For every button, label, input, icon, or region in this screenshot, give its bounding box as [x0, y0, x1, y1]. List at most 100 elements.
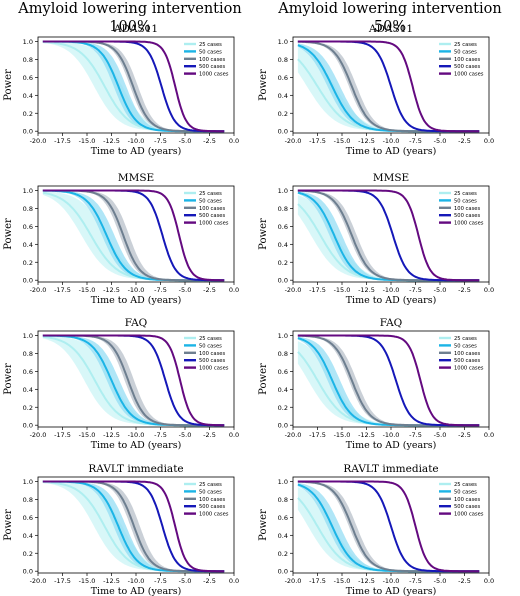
y-tick-label: 0.4: [23, 532, 33, 540]
x-tick-label: -12.5: [103, 137, 120, 145]
y-tick-label: 0.6: [278, 368, 288, 376]
y-tick-label: 0.4: [23, 241, 33, 249]
x-tick-label: -20.0: [285, 286, 302, 294]
x-tick-label: -5.0: [179, 137, 192, 145]
y-tick-label: 0.2: [23, 110, 33, 118]
x-tick-label: -15.0: [334, 137, 351, 145]
x-tick-label: -2.5: [203, 137, 216, 145]
chart-panel: 0.0 0.2 0.4 0.6 0.8 1.0 -20.0 -17.5 -15.0 -12.5 -1…: [3, 463, 239, 596]
legend-label: 50 cases: [454, 49, 477, 55]
y-tick-label: 1.0: [278, 38, 288, 46]
x-tick-label: -10.0: [383, 286, 400, 294]
legend-label: 500 cases: [454, 358, 480, 364]
x-tick-label: -12.5: [103, 286, 120, 294]
legend-label: 100 cases: [454, 351, 480, 357]
y-axis-label: Power: [258, 218, 269, 250]
y-tick-label: 0.6: [278, 74, 288, 82]
x-tick-label: -12.5: [358, 431, 375, 439]
legend-label: 1000 cases: [199, 72, 229, 78]
legend-label: 500 cases: [199, 504, 225, 510]
legend-label: 50 cases: [199, 489, 222, 495]
y-tick-label: 0.0: [278, 568, 288, 576]
x-tick-label: -15.0: [334, 577, 351, 585]
subplot-title: FAQ: [380, 317, 403, 329]
x-tick-label: -5.0: [434, 431, 447, 439]
y-tick-label: 0.6: [278, 223, 288, 231]
x-tick-label: -17.5: [309, 431, 326, 439]
x-tick-label: -17.5: [309, 577, 326, 585]
x-tick-label: -15.0: [334, 286, 351, 294]
y-tick-label: 0.2: [278, 259, 288, 267]
subplot-title: FAQ: [125, 317, 148, 329]
x-tick-label: -5.0: [434, 577, 447, 585]
x-tick-label: -12.5: [358, 577, 375, 585]
series-band: [42, 335, 225, 426]
legend-label: 25 cases: [454, 191, 477, 197]
x-tick-label: -12.5: [358, 286, 375, 294]
x-tick-label: -20.0: [30, 577, 47, 585]
series-band: [297, 481, 480, 572]
y-tick-label: 0.2: [278, 550, 288, 558]
y-tick-label: 0.6: [23, 368, 33, 376]
y-tick-label: 0.2: [23, 404, 33, 412]
series-band: [42, 481, 225, 572]
legend-label: 100 cases: [454, 206, 480, 212]
y-tick-label: 0.2: [23, 550, 33, 558]
chart-panel: 0.0 0.2 0.4 0.6 0.8 1.0 -20.0 -17.5 -15.0 -12.5 -1…: [258, 172, 494, 306]
legend-label: 25 cases: [199, 191, 222, 197]
column-title-left: Amyloid lowering intervention 100%: [18, 1, 242, 35]
x-tick-label: -7.5: [409, 431, 422, 439]
series-band: [42, 191, 225, 281]
x-tick-label: -10.0: [128, 577, 145, 585]
y-tick-label: 0.0: [23, 277, 33, 285]
x-tick-label: -10.0: [383, 431, 400, 439]
y-tick-label: 0.4: [23, 386, 33, 394]
legend-label: 1000 cases: [454, 366, 484, 372]
x-tick-label: -10.0: [128, 286, 145, 294]
x-tick-label: -2.5: [458, 431, 471, 439]
subplot-title: RAVLT immediate: [88, 463, 183, 475]
x-axis-label: Time to AD (years): [91, 295, 182, 306]
x-tick-label: -17.5: [54, 577, 71, 585]
x-tick-label: -5.0: [434, 286, 447, 294]
chart-panel: 0.0 0.2 0.4 0.6 0.8 1.0 -20.0 -17.5 -15.0 -12.5 -1…: [258, 463, 494, 596]
x-tick-label: -20.0: [30, 137, 47, 145]
x-tick-label: -12.5: [103, 577, 120, 585]
x-tick-label: -15.0: [79, 577, 96, 585]
x-tick-label: -2.5: [203, 577, 216, 585]
x-tick-label: -15.0: [334, 431, 351, 439]
y-tick-label: 0.2: [23, 259, 33, 267]
x-tick-label: 0.0: [229, 137, 239, 145]
y-tick-label: 0.0: [23, 128, 33, 136]
y-tick-label: 0.6: [23, 74, 33, 82]
series-line: [42, 480, 225, 573]
x-tick-label: -7.5: [154, 286, 167, 294]
y-axis-label: Power: [3, 69, 14, 101]
x-tick-label: -12.5: [358, 137, 375, 145]
series-band: [297, 43, 480, 132]
x-tick-label: 0.0: [229, 431, 239, 439]
y-tick-label: 1.0: [278, 478, 288, 486]
x-axis-label: Time to AD (years): [346, 146, 437, 157]
y-tick-label: 0.2: [278, 404, 288, 412]
y-tick-label: 1.0: [278, 332, 288, 340]
legend-label: 100 cases: [199, 497, 225, 503]
y-axis-label: Power: [258, 509, 269, 541]
y-tick-label: 0.0: [23, 568, 33, 576]
series-band: [297, 190, 480, 281]
subplot-title: ADAS11: [368, 23, 413, 35]
y-axis-label: Power: [3, 218, 14, 250]
subplot-title: MMSE: [118, 172, 154, 184]
legend-label: 25 cases: [454, 336, 477, 342]
x-axis-label: Time to AD (years): [346, 440, 437, 451]
y-tick-label: 0.0: [278, 128, 288, 136]
x-tick-label: 0.0: [484, 286, 494, 294]
y-tick-label: 0.8: [278, 496, 288, 504]
y-tick-label: 1.0: [278, 187, 288, 195]
legend-label: 50 cases: [199, 49, 222, 55]
legend-label: 1000 cases: [199, 366, 229, 372]
x-tick-label: -7.5: [154, 431, 167, 439]
series-band: [42, 481, 225, 572]
x-tick-label: -20.0: [285, 577, 302, 585]
legend-label: 100 cases: [454, 497, 480, 503]
